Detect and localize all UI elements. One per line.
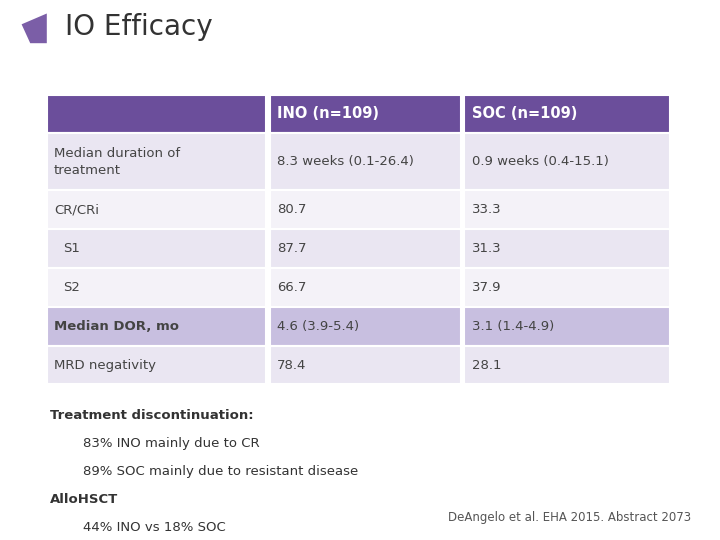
- Text: 3.1 (1.4-4.9): 3.1 (1.4-4.9): [472, 320, 554, 333]
- Text: CR/CRi: CR/CRi: [54, 203, 99, 216]
- Text: Treatment discontinuation:: Treatment discontinuation:: [50, 409, 254, 422]
- Text: S1: S1: [63, 242, 79, 255]
- Text: Median DOR, mo: Median DOR, mo: [54, 320, 179, 333]
- Text: 83% INO mainly due to CR: 83% INO mainly due to CR: [83, 437, 259, 450]
- Text: 78.4: 78.4: [277, 359, 307, 372]
- Text: 80.7: 80.7: [277, 203, 307, 216]
- Text: 44% INO vs 18% SOC: 44% INO vs 18% SOC: [83, 521, 225, 534]
- Text: 66.7: 66.7: [277, 281, 307, 294]
- Text: MRD negativity: MRD negativity: [54, 359, 156, 372]
- Text: 31.3: 31.3: [472, 242, 501, 255]
- Text: AlloHSCT: AlloHSCT: [50, 493, 119, 506]
- Text: INO (n=109): INO (n=109): [277, 106, 379, 122]
- Text: 28.1: 28.1: [472, 359, 501, 372]
- Text: 89% SOC mainly due to resistant disease: 89% SOC mainly due to resistant disease: [83, 465, 358, 478]
- Text: 33.3: 33.3: [472, 203, 501, 216]
- Text: S2: S2: [63, 281, 79, 294]
- Text: treatment: treatment: [54, 164, 121, 177]
- Text: 4.6 (3.9-5.4): 4.6 (3.9-5.4): [277, 320, 359, 333]
- Text: 37.9: 37.9: [472, 281, 501, 294]
- Text: SOC (n=109): SOC (n=109): [472, 106, 577, 122]
- Text: 8.3 weeks (0.1-26.4): 8.3 weeks (0.1-26.4): [277, 155, 414, 168]
- Text: 87.7: 87.7: [277, 242, 307, 255]
- Text: 0.9 weeks (0.4-15.1): 0.9 weeks (0.4-15.1): [472, 155, 608, 168]
- Text: DeAngelo et al. EHA 2015. Abstract 2073: DeAngelo et al. EHA 2015. Abstract 2073: [448, 511, 691, 524]
- Text: IO Efficacy: IO Efficacy: [65, 13, 212, 41]
- Text: Median duration of: Median duration of: [54, 147, 180, 160]
